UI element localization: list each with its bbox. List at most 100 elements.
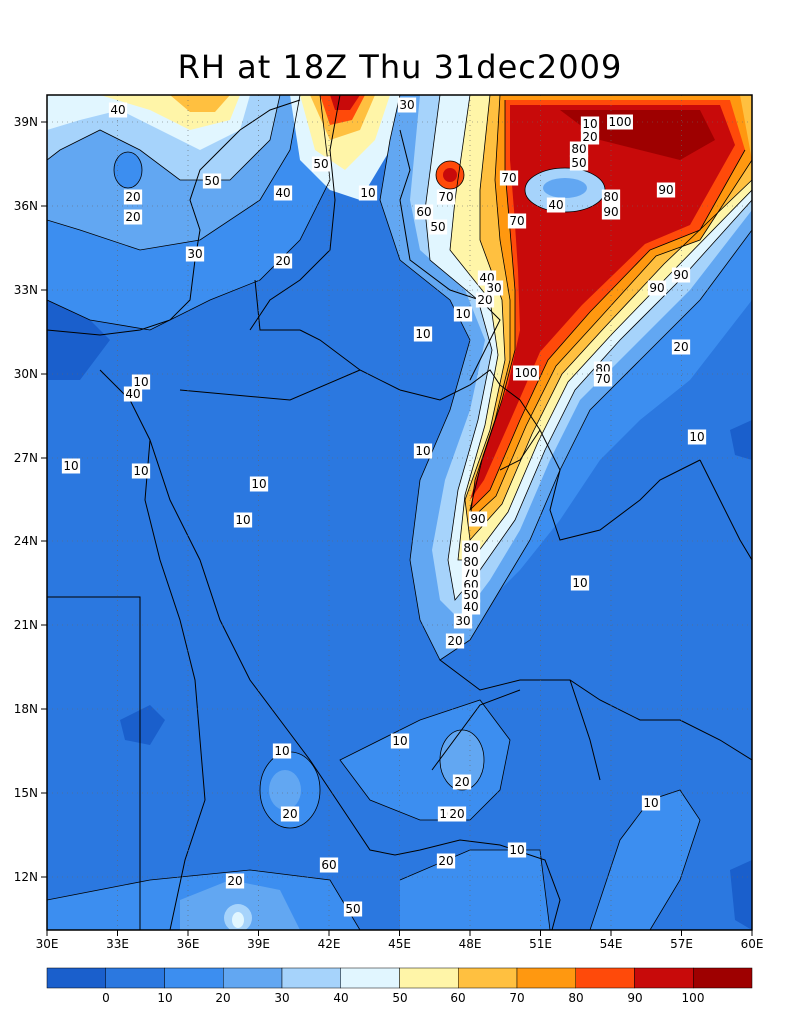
coastlines	[47, 95, 752, 930]
contour-label: 70	[501, 171, 516, 185]
lon-label: 30E	[36, 937, 59, 951]
contour-label-box	[461, 587, 481, 603]
contour-label: 50	[430, 220, 445, 234]
contour-label: 30	[187, 247, 202, 261]
colorbar-swatch	[634, 967, 694, 989]
lat-label: 21N	[14, 618, 38, 632]
contour-label-box	[461, 554, 481, 570]
colorbar-label: 10	[157, 991, 172, 1005]
colorbar-swatch	[399, 967, 459, 989]
contour-label: 20	[582, 130, 597, 144]
colorbar-swatch	[281, 967, 341, 989]
contour-label-box	[397, 97, 417, 113]
contour-label: 80	[603, 190, 618, 204]
contour-label-box	[413, 326, 433, 342]
contour-label-box	[580, 129, 600, 145]
contour-label-box	[319, 857, 339, 873]
colorbar-swatch	[458, 967, 518, 989]
contour-label-box	[593, 371, 613, 387]
lat-axis: 12N 15N 18N 21N 24N 27N 30N 33N 36N 39N	[14, 115, 38, 884]
colorbar-swatch	[46, 967, 106, 989]
lon-label: 60E	[741, 937, 764, 951]
contour-label: 100	[609, 115, 632, 129]
colorbar-swatch	[105, 967, 165, 989]
contour-label: 20	[438, 854, 453, 868]
contour-label-box	[641, 795, 661, 811]
contour-label-box	[413, 443, 433, 459]
contour-label: 10	[415, 444, 430, 458]
contour-label-box	[311, 156, 331, 172]
contour-label: 50	[204, 174, 219, 188]
contour-label: 10	[63, 459, 78, 473]
contour-label: 20	[673, 340, 688, 354]
contour-label: 90	[673, 268, 688, 282]
colorbar-label: 90	[627, 991, 642, 1005]
contour-label-box	[61, 458, 81, 474]
tick-marks	[41, 121, 753, 936]
lon-label: 36E	[177, 937, 200, 951]
colorbar-label: 60	[450, 991, 465, 1005]
contour-label: 20	[449, 807, 464, 821]
contour-label-box	[280, 806, 300, 822]
contour-label-box	[452, 774, 472, 790]
lon-label: 39E	[247, 937, 270, 951]
contour-label: 90	[470, 512, 485, 526]
contour-label-box	[499, 170, 519, 186]
contour-label-box	[123, 209, 143, 225]
colorbar-label: 100	[682, 991, 705, 1005]
colorbar-swatch	[340, 967, 400, 989]
contour-label: 10	[415, 327, 430, 341]
contour-label: 10	[572, 576, 587, 590]
contour-label-box	[225, 873, 245, 889]
contour-label-box	[436, 853, 456, 869]
contour-label-box	[607, 114, 633, 130]
colorbar	[46, 967, 753, 989]
lat-label: 12N	[14, 870, 38, 884]
lon-label: 42E	[318, 937, 341, 951]
contour-label-box	[513, 365, 539, 381]
contour-label-box	[123, 386, 143, 402]
contour-label: 10	[392, 734, 407, 748]
contour-label: 60	[416, 205, 431, 219]
contour-label-box	[475, 292, 495, 308]
contour-label: 20	[447, 634, 462, 648]
contour-label: 50	[571, 156, 586, 170]
contour-label-box	[436, 189, 456, 205]
contour-label-box	[461, 599, 481, 615]
contour-label-box	[656, 182, 676, 198]
contour-label-box	[453, 613, 473, 629]
lat-label: 39N	[14, 115, 38, 129]
colorbar-label: 70	[509, 991, 524, 1005]
contour-label: 60	[321, 858, 336, 872]
colorbar-label: 40	[333, 991, 348, 1005]
contour-label: 30	[455, 614, 470, 628]
lon-label: 57E	[670, 937, 693, 951]
lat-label: 18N	[14, 702, 38, 716]
contour-label: 80	[571, 142, 586, 156]
lat-label: 27N	[14, 451, 38, 465]
colorbar-swatch	[223, 967, 283, 989]
contour-label-box	[428, 219, 448, 235]
contour-label: 10	[133, 375, 148, 389]
contour-label-box	[358, 185, 378, 201]
contour-label: 70	[595, 372, 610, 386]
contour-label: 20	[477, 293, 492, 307]
contour-label: 30	[399, 98, 414, 112]
contour-label-box	[445, 633, 465, 649]
contour-label-box	[507, 842, 527, 858]
contour-label: 80	[463, 541, 478, 555]
contour-label: 10	[251, 477, 266, 491]
contour-label: 20	[282, 807, 297, 821]
contour-label-box	[272, 743, 292, 759]
contour-label-box	[580, 116, 600, 132]
contour-label-box	[233, 512, 253, 528]
contour-label-box	[687, 429, 707, 445]
contour-label: 50	[313, 157, 328, 171]
grid-lines	[47, 95, 752, 930]
contour-label-box	[453, 306, 473, 322]
contour-label: 10	[455, 307, 470, 321]
contour-label: 90	[603, 205, 618, 219]
contour-label-box	[108, 102, 128, 118]
contour-label: 20	[275, 254, 290, 268]
